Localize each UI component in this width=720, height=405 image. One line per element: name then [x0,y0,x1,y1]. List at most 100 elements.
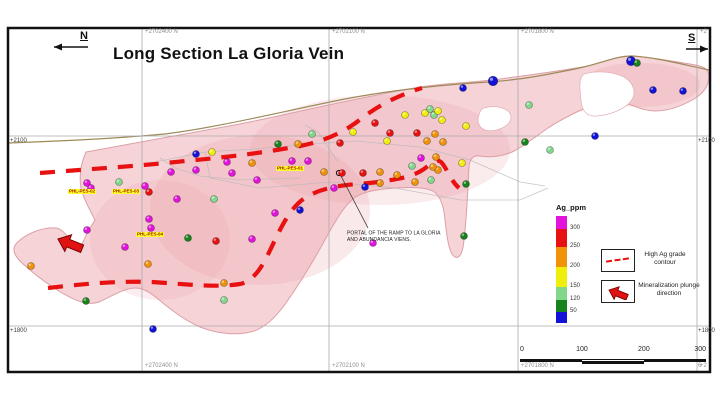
legend-color-scale: 300 250 200 150 120 50 [556,216,580,323]
figure-title: Long Section La Gloria Vein [113,44,345,63]
sample-point [83,226,91,234]
sample-point [521,138,529,146]
drill-hole-label: PHL-PES-03 [112,188,141,194]
sample-point [359,169,367,177]
high-grade-contours [39,85,461,291]
legend-contour-label: High Ag grade contour [644,251,686,267]
legend-color-swatch [556,247,567,267]
sample-point [408,162,416,170]
sample-point [308,130,316,138]
sample-point [371,119,379,127]
legend: Ag_ppm 300 250 200 150 120 50 [556,203,586,323]
sample-point [426,105,434,113]
sample-point [220,279,228,287]
legend-color-swatch [556,216,567,229]
plunge-arrow-icon [608,286,629,301]
map-frame [6,26,712,374]
sample-point [147,224,155,232]
sample-point [525,101,533,109]
south-arrow-icon [686,45,708,53]
sample-point [248,159,256,167]
sample-point [228,169,236,177]
sample-point [421,109,429,117]
sample-point [361,183,369,191]
sample-point [330,184,338,192]
sample-point [121,243,129,251]
sample-point [338,169,346,177]
sample-point [423,137,431,145]
scale-bar-line [520,359,706,360]
portal-annotation-text: PORTAL OF THE RAMP TO LA GLORIA AND ABUN… [347,230,441,243]
portal-annotation: PORTAL OF THE RAMP TO LA GLORIA AND ABUN… [347,230,557,256]
sample-point [633,59,641,67]
sample-point [411,178,419,186]
sample-point [27,262,35,270]
sample-point [145,215,153,223]
sample-point [192,150,200,158]
sample-point [167,168,175,176]
sample-point [83,179,91,187]
sample-point [434,107,442,115]
legend-contour-box [601,249,635,272]
sample-point [184,234,192,242]
scale-bar-segment [581,361,645,364]
sample-point [401,111,409,119]
legend-scale-value: 250 [570,243,581,249]
sample-point [248,235,256,243]
sample-point [546,146,554,154]
legend-scale-value: 120 [570,296,581,302]
scale-bar-tick: 100 [576,346,588,353]
drill-hole-label: PHL-PES-01 [276,165,305,171]
sample-point [212,237,220,245]
sample-point [431,130,439,138]
sample-point [679,87,687,95]
scale-bar-tick: 0 [520,346,524,353]
sample-point [115,178,123,186]
sample-point [376,179,384,187]
sample-point [458,159,466,167]
sample-point [223,158,231,166]
plunge-arrow [57,233,85,254]
sample-point [253,176,261,184]
sample-point [460,232,468,240]
legend-scale-value: 150 [570,283,581,289]
sample-point [141,182,149,190]
sample-point [376,168,384,176]
sample-point [320,168,328,176]
legend-scale-value: 300 [570,225,581,231]
sample-point [487,75,499,87]
sample-point [294,140,302,148]
vein-texture [90,63,700,300]
dashed-line-icon [605,257,630,263]
legend-scale-value: 200 [570,263,581,269]
sample-point [462,122,470,130]
sample-point [462,180,470,188]
sample-point [432,153,440,161]
scale-bar-segment [520,359,582,362]
legend-title: Ag_ppm [556,203,586,212]
sample-point [386,129,394,137]
sample-points [27,56,687,333]
sample-point [192,166,200,174]
scale-bar-ticks: 0 100 200 300 [520,346,706,358]
sample-point [438,116,446,124]
sample-point [439,138,447,146]
scale-bar-tick: 200 [638,346,650,353]
sample-point [271,209,279,217]
sample-point [208,148,216,156]
drill-hole-label: PHL-PES-04 [136,231,165,237]
legend-color-swatch [556,267,567,287]
stray-label: 6 [698,363,702,369]
topography-line [8,55,710,144]
vein-holes [477,71,635,132]
sample-point [144,260,152,268]
sample-point [82,297,90,305]
sample-point [393,171,401,179]
upper-contour [39,85,423,176]
sample-point [383,137,391,145]
sample-point [369,239,377,247]
legend-scale-value: 50 [570,308,577,314]
legend-plunge-box [601,280,635,303]
